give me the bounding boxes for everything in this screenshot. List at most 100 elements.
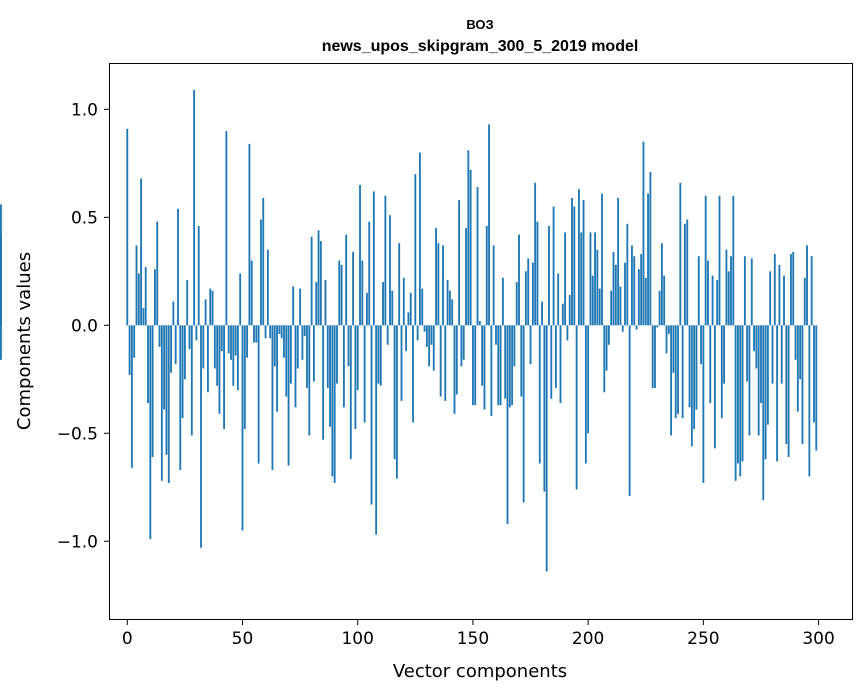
- bar-79: [308, 325, 311, 436]
- bar-293: [801, 325, 804, 445]
- bar-153: [478, 320, 481, 326]
- bar-87: [326, 325, 329, 388]
- bar-29: [193, 89, 196, 326]
- bar-138: [444, 325, 447, 401]
- bar-42: [223, 325, 225, 429]
- bar-198: [582, 200, 585, 326]
- bar-204: [596, 249, 599, 326]
- bar-277: [764, 325, 767, 460]
- bar-33: [202, 325, 205, 369]
- bar-100: [356, 325, 359, 391]
- bar-239: [677, 325, 679, 414]
- bar-162: [499, 325, 502, 406]
- bar-273: [755, 325, 758, 369]
- bar-135: [437, 243, 440, 326]
- bar-278: [766, 325, 769, 425]
- bar-230: [656, 325, 659, 328]
- bar-1: [128, 325, 131, 375]
- bar-113: [386, 325, 389, 345]
- bar-78: [306, 325, 308, 388]
- bar-58: [260, 219, 262, 326]
- bar-59: [262, 197, 265, 326]
- bar-115: [391, 290, 394, 326]
- bar-30: [195, 325, 198, 341]
- bar-17: [165, 325, 168, 455]
- bar-228: [651, 325, 654, 388]
- bar-205: [598, 288, 601, 326]
- bar-213: [617, 197, 620, 326]
- bar-15: [160, 325, 163, 481]
- bar-38: [213, 325, 216, 369]
- bar-111: [382, 282, 384, 326]
- bar-209: [607, 325, 610, 345]
- bar-279: [769, 271, 772, 326]
- bar-139: [446, 279, 449, 326]
- bar-154: [481, 325, 484, 386]
- bar-37: [211, 290, 214, 326]
- bar-232: [660, 243, 663, 326]
- bar-269: [746, 325, 749, 382]
- bar-43: [225, 130, 228, 326]
- bar-234: [665, 325, 668, 354]
- bar-40: [218, 325, 221, 414]
- bar-68: [283, 325, 285, 358]
- bar-211: [612, 251, 615, 326]
- bar-255: [713, 325, 716, 449]
- bar-107: [372, 191, 375, 326]
- bar-64: [273, 325, 276, 367]
- x-tick-label: 250: [687, 629, 719, 649]
- bar-97: [349, 325, 352, 460]
- bar-96: [347, 325, 350, 367]
- bar-8: [144, 267, 147, 326]
- bar-131: [428, 325, 431, 367]
- bar-77: [303, 325, 306, 337]
- bar-165: [506, 325, 509, 524]
- bar-103: [363, 325, 366, 423]
- bars-group: [0, 89, 818, 572]
- bar-61: [266, 249, 269, 326]
- bar-14: [158, 325, 161, 347]
- bar-195: [575, 325, 578, 490]
- bar-10: [149, 325, 152, 540]
- bar-39: [216, 325, 219, 386]
- bar-133: [432, 325, 435, 371]
- bar-283: [778, 264, 781, 326]
- bar-65: [276, 325, 278, 412]
- bar-32: [200, 325, 202, 548]
- y-tick-label: −1.0: [57, 532, 98, 552]
- bar-57: [257, 325, 260, 464]
- bar-177: [534, 182, 537, 326]
- bar-27: [188, 325, 191, 350]
- bar-172: [522, 325, 525, 503]
- bar-128: [421, 288, 424, 326]
- bar-286: [785, 325, 788, 445]
- bar-208: [605, 325, 608, 371]
- bar-106: [370, 325, 373, 505]
- bar-110: [379, 325, 382, 386]
- bar-91: [336, 325, 338, 384]
- bar-23: [179, 325, 182, 470]
- bar-5: [137, 273, 140, 326]
- bar-256: [716, 279, 719, 326]
- bar-186: [554, 325, 557, 388]
- bar-160: [495, 325, 497, 345]
- bar-258: [720, 325, 723, 419]
- bar-212: [614, 264, 617, 326]
- bar-276: [762, 325, 765, 501]
- bar-197: [580, 232, 583, 326]
- bar-167: [511, 325, 514, 406]
- bar-125: [414, 174, 417, 326]
- bar-188: [559, 325, 562, 404]
- bar-120: [402, 277, 405, 326]
- bar-31: [197, 225, 200, 326]
- y-tick-label: 0.5: [71, 208, 98, 228]
- bar-210: [610, 290, 613, 326]
- bar-252: [707, 260, 709, 326]
- bar-24: [181, 325, 184, 419]
- bar-285: [783, 275, 785, 326]
- bar-102: [361, 260, 364, 326]
- bar-166: [508, 325, 511, 408]
- bar-99: [354, 325, 357, 429]
- x-tick-label: 200: [572, 629, 604, 649]
- bar-289: [792, 251, 795, 326]
